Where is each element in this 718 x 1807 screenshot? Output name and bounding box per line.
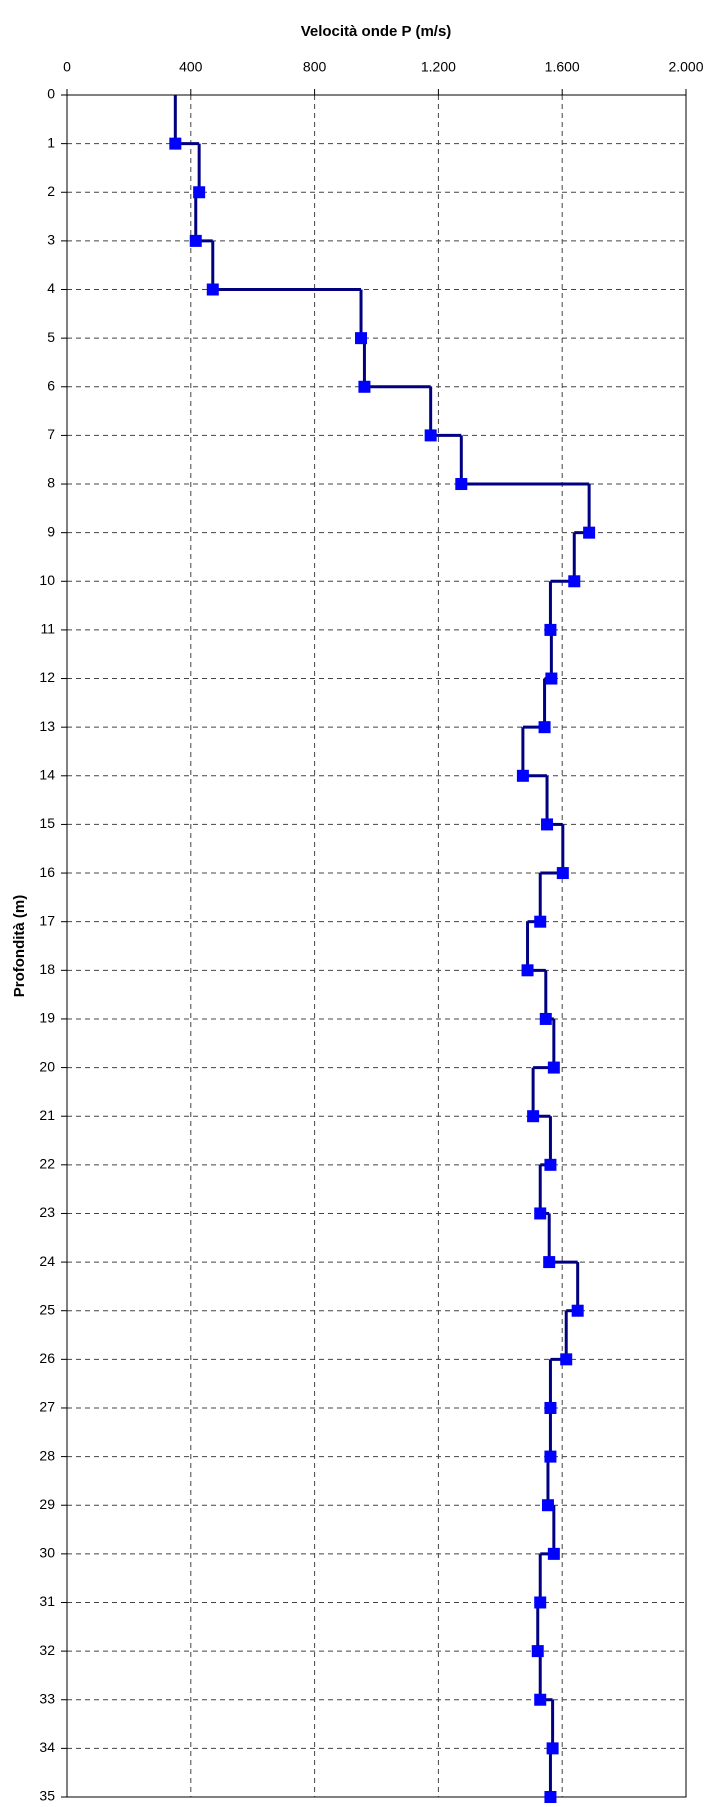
y-tick-label: 23 xyxy=(39,1204,55,1220)
y-tick-label: 2 xyxy=(47,183,55,199)
x-tick-label: 0 xyxy=(63,59,71,75)
marker xyxy=(544,623,557,636)
marker xyxy=(541,818,554,831)
y-tick-label: 26 xyxy=(39,1350,55,1366)
chart-title: Velocità onde P (m/s) xyxy=(301,23,452,40)
marker xyxy=(547,1547,560,1560)
y-tick-label: 33 xyxy=(39,1690,55,1706)
y-tick-label: 20 xyxy=(39,1058,55,1074)
y-tick-label: 34 xyxy=(39,1739,55,1755)
marker xyxy=(516,769,529,782)
y-tick-label: 29 xyxy=(39,1496,55,1512)
y-tick-label: 13 xyxy=(39,718,55,734)
marker xyxy=(193,186,206,199)
y-tick-label: 7 xyxy=(47,426,55,442)
marker xyxy=(189,234,202,247)
y-tick-label: 27 xyxy=(39,1399,55,1415)
y-tick-label: 10 xyxy=(39,572,55,588)
y-tick-label: 15 xyxy=(39,815,55,831)
x-tick-label: 400 xyxy=(179,59,203,75)
y-tick-label: 28 xyxy=(39,1447,55,1463)
y-tick-label: 3 xyxy=(47,232,55,248)
x-tick-label: 1.600 xyxy=(545,59,580,75)
marker xyxy=(534,915,547,928)
marker xyxy=(543,1256,556,1269)
x-tick-label: 800 xyxy=(303,59,327,75)
marker xyxy=(544,1401,557,1414)
marker xyxy=(355,332,368,345)
marker xyxy=(531,1645,544,1658)
y-tick-label: 0 xyxy=(47,86,55,102)
marker xyxy=(521,964,534,977)
y-tick-label: 18 xyxy=(39,961,55,977)
y-tick-label: 32 xyxy=(39,1642,55,1658)
marker xyxy=(541,1499,554,1512)
y-tick-label: 5 xyxy=(47,329,55,345)
marker xyxy=(169,137,182,150)
marker xyxy=(534,1596,547,1609)
y-tick-label: 30 xyxy=(39,1545,55,1561)
marker xyxy=(206,283,219,296)
marker xyxy=(527,1110,540,1123)
y-axis-label: Profondità (m) xyxy=(11,895,28,998)
y-tick-label: 21 xyxy=(39,1107,55,1123)
y-tick-label: 14 xyxy=(39,767,55,783)
marker xyxy=(583,526,596,539)
y-tick-label: 9 xyxy=(47,523,55,539)
y-tick-label: 25 xyxy=(39,1301,55,1317)
y-tick-label: 16 xyxy=(39,864,55,880)
marker xyxy=(546,1742,559,1755)
marker xyxy=(544,1791,557,1803)
y-tick-label: 35 xyxy=(39,1788,55,1804)
marker xyxy=(571,1304,584,1317)
y-tick-label: 1 xyxy=(47,134,55,150)
marker xyxy=(547,1061,560,1074)
marker xyxy=(539,1012,552,1025)
x-tick-label: 2.000 xyxy=(668,59,703,75)
marker xyxy=(544,1158,557,1171)
y-tick-label: 6 xyxy=(47,377,55,393)
y-tick-label: 11 xyxy=(40,621,55,637)
y-tick-label: 31 xyxy=(39,1593,55,1609)
marker xyxy=(358,380,371,393)
marker xyxy=(545,672,558,685)
marker xyxy=(534,1207,547,1220)
marker xyxy=(538,721,551,734)
marker xyxy=(568,575,581,588)
marker xyxy=(544,1450,557,1463)
y-tick-label: 8 xyxy=(47,475,55,491)
marker xyxy=(455,478,468,491)
marker xyxy=(560,1353,573,1366)
marker xyxy=(556,867,569,880)
plot-frame xyxy=(66,94,687,1798)
y-tick-label: 4 xyxy=(47,280,55,296)
marker xyxy=(534,1693,547,1706)
y-tick-label: 12 xyxy=(39,669,55,685)
marker xyxy=(424,429,437,442)
y-tick-label: 19 xyxy=(39,1010,55,1026)
y-tick-label: 24 xyxy=(39,1253,55,1269)
x-tick-label: 1.200 xyxy=(421,59,456,75)
y-tick-label: 17 xyxy=(39,912,55,928)
y-tick-label: 22 xyxy=(39,1156,55,1172)
